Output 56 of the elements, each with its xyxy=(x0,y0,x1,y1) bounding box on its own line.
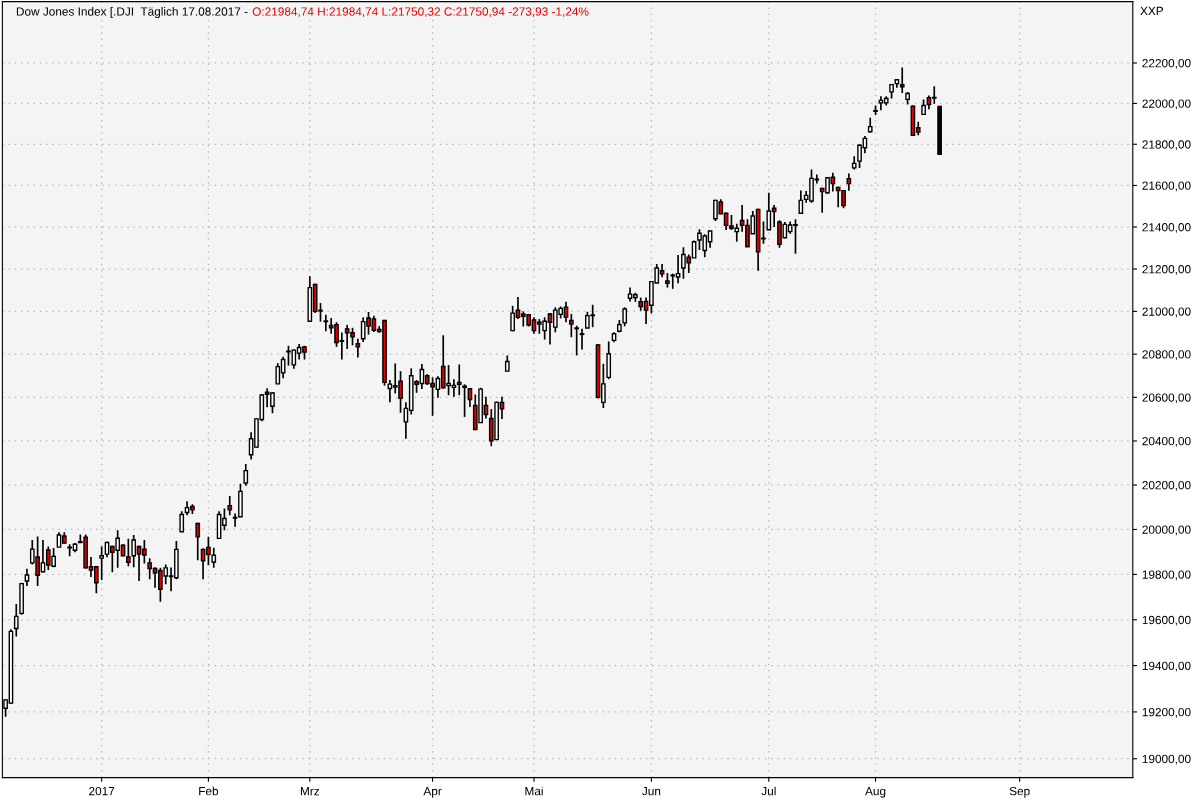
x-tick-label: 2017 xyxy=(89,786,115,796)
y-tick-label: 20200,00 xyxy=(1142,481,1191,491)
candlestick xyxy=(568,313,574,339)
candlestick xyxy=(622,306,628,328)
x-tick-label: Jul xyxy=(761,786,776,796)
x-tick-label: Apr xyxy=(423,787,442,798)
candlestick xyxy=(147,557,153,581)
candlestick xyxy=(275,362,281,385)
y-tick-label: 21800,00 xyxy=(1142,140,1191,151)
y-tick-label: 20000,00 xyxy=(1142,525,1191,536)
candlestick xyxy=(93,565,99,595)
candlestick xyxy=(126,538,131,568)
candlestick xyxy=(899,66,905,94)
x-tick-label: Feb xyxy=(199,786,219,796)
y-tick-label: 19400,00 xyxy=(1142,661,1191,672)
candlestick xyxy=(456,363,462,397)
candlestick xyxy=(670,272,676,290)
candlestick xyxy=(232,512,238,528)
x-tick-label: Aug xyxy=(865,787,886,798)
text: XXP xyxy=(1140,6,1163,15)
y-tick-label: 19600,00 xyxy=(1142,615,1191,626)
y-tick-label: 21400,00 xyxy=(1142,223,1191,233)
candlestick xyxy=(243,463,249,487)
candlestick xyxy=(227,495,233,517)
candlestick xyxy=(606,340,612,380)
candlestick xyxy=(211,546,217,569)
chart-title: Dow Jones Index [.DJI Täglich 17.08.2017 - xyxy=(16,7,248,19)
chart-subtitle: O:21984,74 H:21984,74 L:21750,32 C:21750,94 -273,93 -1,24% xyxy=(252,7,589,18)
x-tick-label: Mrz xyxy=(300,787,320,796)
candlestick xyxy=(931,85,937,105)
y-tick-label: 20400,00 xyxy=(1142,436,1191,447)
candlestick xyxy=(13,603,19,638)
candlestick xyxy=(323,313,329,333)
candlestick xyxy=(579,328,585,351)
y-tick-label: 19200,00 xyxy=(1142,707,1191,718)
y-tick-label: 22200,00 xyxy=(1142,59,1191,69)
y-tick-label: 19800,00 xyxy=(1142,570,1191,581)
y-tick-label: 22000,00 xyxy=(1142,99,1191,110)
x-tick-label: Mai xyxy=(525,786,543,796)
y-tick-label: 21000,00 xyxy=(1142,307,1191,318)
candlestick xyxy=(355,337,361,359)
y-tick-label: 21600,00 xyxy=(1142,181,1191,192)
candlestick xyxy=(766,191,772,231)
candlestick xyxy=(195,521,201,562)
y-tick-label: 20600,00 xyxy=(1142,393,1191,404)
y-tick-label: 20800,00 xyxy=(1142,350,1191,360)
candlestick xyxy=(131,534,137,569)
x-tick-label: Sep xyxy=(1009,786,1030,798)
candlestick xyxy=(462,383,467,418)
y-tick-label: 19000,00 xyxy=(1142,754,1191,765)
candlestick xyxy=(179,510,185,533)
candlestick xyxy=(798,189,804,215)
candlestick xyxy=(99,545,105,581)
x-tick-label: Jun xyxy=(642,787,661,796)
candlestick xyxy=(574,324,580,357)
y-tick-label: 21200,00 xyxy=(1142,265,1191,275)
